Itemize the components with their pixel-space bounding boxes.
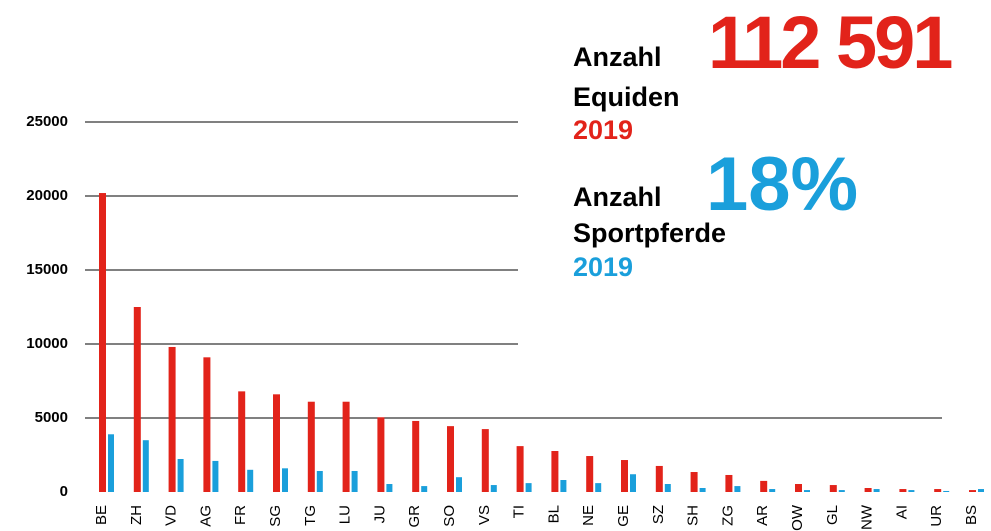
x-tick-label: SZ (650, 505, 667, 524)
bar (316, 470, 323, 492)
bar (864, 488, 872, 492)
x-tick-label: SH (685, 505, 702, 526)
bar (560, 480, 567, 492)
x-tick-label: TG (302, 505, 319, 526)
bar (481, 429, 489, 492)
bar (690, 472, 698, 492)
bar (203, 357, 211, 492)
annotation-label: Equiden (573, 82, 680, 112)
x-tick-label: SO (441, 505, 458, 527)
y-tick-label: 5000 (35, 409, 68, 426)
bar (212, 460, 219, 492)
x-tick-label: BE (93, 505, 110, 525)
bar (699, 488, 706, 492)
x-tick-label: ZH (128, 505, 145, 525)
annotation-year: 2019 (573, 115, 633, 145)
bar (412, 420, 420, 492)
y-tick-label: 10000 (26, 335, 68, 352)
x-tick-label: AR (754, 505, 771, 526)
y-tick-label: 25000 (26, 113, 68, 130)
x-tick-label: AI (893, 505, 910, 519)
bar (525, 483, 532, 492)
bar (934, 489, 942, 492)
x-tick-label: AG (197, 505, 214, 527)
y-tick-label: 20000 (26, 187, 68, 204)
x-tick-label: JU (371, 505, 388, 523)
bar (282, 468, 288, 492)
x-tick-label: GE (615, 505, 632, 527)
bar (238, 391, 246, 492)
annotation-year: 2019 (573, 252, 633, 282)
x-tick-label: NW (859, 504, 876, 530)
x-tick-label: FR (232, 505, 249, 525)
bar (829, 485, 837, 492)
bar (273, 394, 280, 492)
bar (873, 489, 880, 492)
bar (386, 484, 393, 492)
annotation-label: Sportpferde (573, 218, 726, 248)
y-tick-label: 0 (60, 483, 68, 500)
bar (307, 401, 315, 492)
x-tick-label: GR (406, 505, 423, 528)
bar (969, 490, 976, 492)
x-tick-label: GL (824, 505, 841, 525)
x-tick-label: LU (337, 505, 354, 524)
bar (377, 417, 385, 492)
x-tick-label: BL (545, 505, 562, 523)
bar (133, 307, 141, 492)
bar (586, 456, 594, 492)
bar (456, 477, 462, 492)
bar (760, 480, 768, 492)
x-tick-label: OW (789, 504, 806, 531)
bar (795, 484, 802, 492)
bar (630, 474, 636, 492)
bar (908, 490, 915, 492)
bar (490, 485, 497, 492)
bar (621, 460, 628, 492)
bar (247, 469, 254, 492)
bar (769, 489, 776, 492)
annotation-number: 18% (706, 142, 858, 227)
x-tick-label: BS (963, 505, 980, 525)
bar (899, 489, 907, 492)
bar (595, 483, 602, 492)
x-tick-label: SG (267, 505, 284, 527)
x-tick-label: TI (511, 505, 528, 518)
y-tick-label: 15000 (26, 261, 68, 278)
annotation-label: Anzahl (573, 42, 662, 72)
annotation-number: 112 591 (708, 1, 952, 84)
bar (99, 193, 106, 493)
bar (516, 446, 524, 492)
x-tick-label: VD (163, 505, 180, 526)
bar (342, 401, 350, 492)
bar (108, 434, 114, 492)
x-tick-label: VS (476, 505, 493, 525)
bar (734, 486, 741, 492)
bar (447, 426, 454, 492)
bar (725, 474, 733, 492)
bar (655, 465, 663, 492)
bar (421, 486, 428, 492)
bar (168, 346, 176, 492)
bar (838, 490, 845, 492)
annotation-label: Anzahl (573, 182, 662, 212)
bar (804, 490, 810, 492)
bar (177, 458, 184, 492)
bar (943, 490, 950, 492)
bar (664, 484, 671, 492)
x-tick-label: ZG (719, 505, 736, 526)
x-tick-label: UR (928, 505, 945, 527)
bar (351, 470, 358, 492)
bar (551, 451, 559, 492)
x-tick-label: NE (580, 505, 597, 526)
bar (978, 489, 984, 492)
bar (142, 440, 149, 492)
